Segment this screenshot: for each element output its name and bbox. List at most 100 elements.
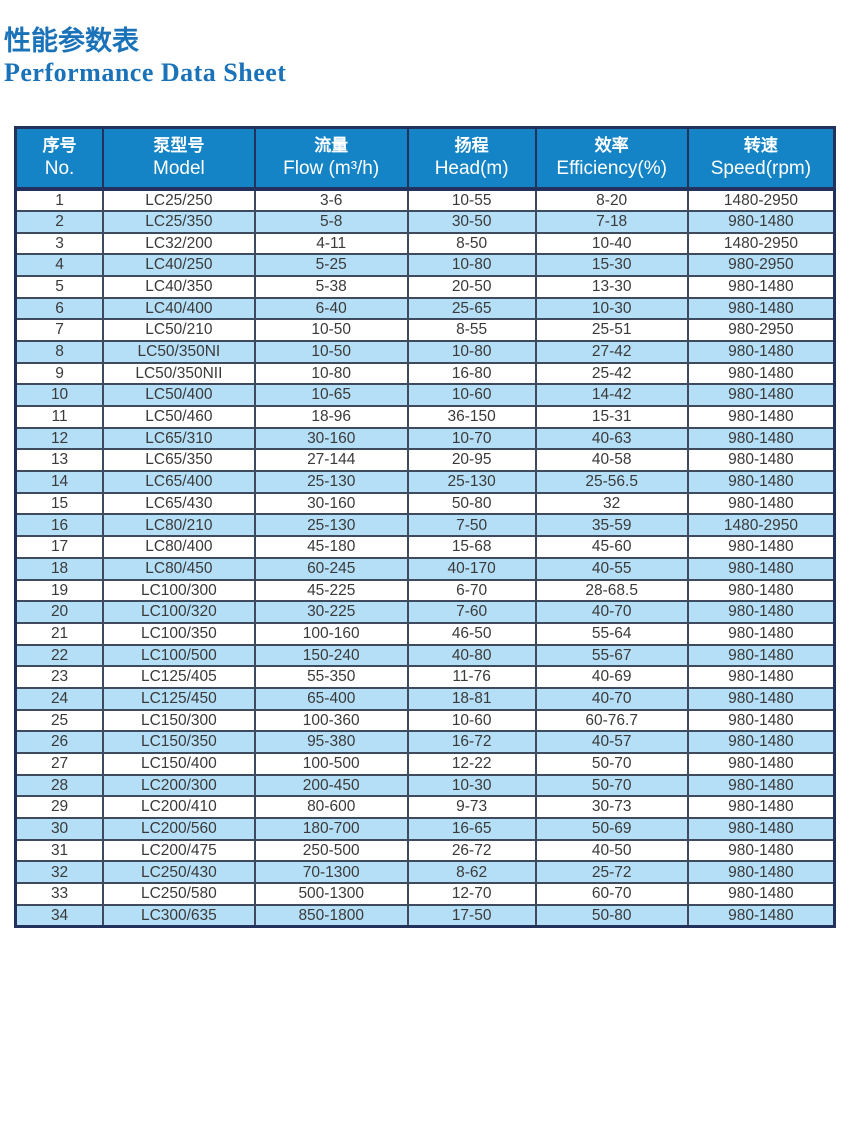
table-cell: LC200/560 — [102, 817, 256, 841]
performance-table: 序号 No. 泵型号 Model 流量 Flow (m³/h) 扬程 Head(m) 效率 Eff… — [14, 125, 836, 929]
table-cell: 30-160 — [253, 426, 409, 451]
table-cell: LC50/350NI — [102, 339, 256, 364]
table-cell: 980-1480 — [686, 903, 836, 928]
table-body: 1 LC25/250 3-6 10-55 8-20 1480-2950 2 LC25/350 5… — [14, 188, 836, 928]
table-cell: 10-65 — [253, 383, 409, 408]
table-cell: LC50/400 — [102, 383, 256, 408]
column-header-zh: 效率 — [594, 135, 629, 155]
table-cell: 25-51 — [534, 318, 689, 342]
table-cell: 980-1480 — [686, 470, 836, 494]
table-row: 19 LC100/300 45-225 6-70 28-68.5 980-1480 — [14, 578, 836, 603]
table-cell: 10-80 — [406, 253, 537, 277]
table-cell: 45-225 — [253, 578, 409, 603]
table-cell: 60-70 — [534, 882, 689, 906]
table-cell: 32 — [14, 860, 105, 885]
table-cell: 30 — [14, 817, 105, 841]
table-row: 27 LC150/400 100-500 12-22 50-70 980-1480 — [14, 752, 836, 776]
table-cell: 65-400 — [253, 686, 409, 711]
table-cell: 20-95 — [406, 448, 537, 473]
table-cell: 40-58 — [534, 448, 689, 473]
table-cell: 10-60 — [406, 383, 537, 408]
table-cell: 60-245 — [253, 556, 409, 581]
table-cell: LC40/250 — [102, 253, 256, 277]
table-cell: 9-73 — [406, 795, 537, 820]
table-cell: 8-62 — [406, 860, 537, 885]
table-cell: 19 — [14, 578, 105, 603]
table-cell: 980-1480 — [686, 361, 836, 386]
table-row: 11 LC50/460 18-96 36-150 15-31 980-1480 — [14, 405, 836, 429]
table-cell: 6-40 — [253, 296, 409, 321]
table-cell: 50-80 — [534, 903, 689, 928]
table-cell: LC65/310 — [102, 426, 256, 451]
table-cell: 15-68 — [406, 535, 537, 559]
table-cell: 850-1800 — [253, 903, 409, 928]
table-row: 4 LC40/250 5-25 10-80 15-30 980-2950 — [14, 253, 836, 277]
table-cell: 30-160 — [253, 491, 409, 516]
table-cell: LC65/400 — [102, 470, 256, 494]
table-cell: 980-1480 — [686, 274, 836, 299]
column-header-zh: 扬程 — [454, 135, 489, 155]
table-cell: 17-50 — [406, 903, 537, 928]
table-cell: LC125/405 — [102, 665, 256, 689]
table-row: 34 LC300/635 850-1800 17-50 50-80 980-1480 — [14, 903, 836, 928]
table-cell: LC50/350NII — [102, 361, 256, 386]
table-cell: 10-30 — [406, 773, 537, 798]
table-cell: 10-50 — [253, 339, 409, 364]
table-cell: 13 — [14, 448, 105, 473]
table-cell: 980-1480 — [686, 860, 836, 885]
table-cell: 10-30 — [534, 296, 689, 321]
table-cell: 1480-2950 — [686, 513, 836, 538]
page: 性能参数表 Performance Data Sheet 序号 No. 泵型号 Mod… — [4, 26, 836, 929]
table-cell: LC40/400 — [102, 296, 256, 321]
table-cell: 7 — [14, 318, 105, 342]
table-cell: 27-42 — [534, 339, 689, 364]
table-cell: 15 — [14, 491, 105, 516]
table-cell: 180-700 — [253, 817, 409, 841]
table-cell: 25-65 — [406, 296, 537, 321]
table-cell: 3-6 — [253, 188, 409, 212]
table-cell: 25-130 — [253, 513, 409, 538]
table-cell: 10-60 — [406, 708, 537, 733]
table-cell: 980-1480 — [686, 339, 836, 364]
column-header-head: 扬程 Head(m) — [406, 125, 537, 192]
table-cell: 1 — [14, 188, 105, 212]
column-header-en: Speed(rpm) — [710, 158, 812, 180]
table-cell: 980-1480 — [686, 600, 836, 624]
table-row: 8 LC50/350NI 10-50 10-80 27-42 980-1480 — [14, 339, 836, 364]
table-cell: 10-55 — [406, 188, 537, 212]
table-row: 31 LC200/475 250-500 26-72 40-50 980-1480 — [14, 838, 836, 863]
table-cell: 25 — [14, 708, 105, 733]
column-header-zh: 序号 — [42, 135, 77, 155]
table-cell: 50-69 — [534, 817, 689, 841]
table-cell: 10-80 — [406, 339, 537, 364]
table-cell: 17 — [14, 535, 105, 559]
table-cell: 980-1480 — [686, 578, 836, 603]
table-cell: 1480-2950 — [686, 188, 836, 212]
table-cell: 40-80 — [406, 643, 537, 668]
table-cell: 10-70 — [406, 426, 537, 451]
table-cell: LC250/430 — [102, 860, 256, 885]
table-cell: 7-18 — [534, 209, 689, 234]
table-cell: 35-59 — [534, 513, 689, 538]
table-row: 20 LC100/320 30-225 7-60 40-70 980-1480 — [14, 600, 836, 624]
table-cell: 23 — [14, 665, 105, 689]
table-cell: 16-80 — [406, 361, 537, 386]
table-cell: 3 — [14, 231, 105, 256]
table-cell: 12-22 — [406, 752, 537, 776]
table-cell: LC250/580 — [102, 882, 256, 906]
table-cell: 11 — [14, 405, 105, 429]
table-cell: 40-57 — [534, 730, 689, 755]
table-cell: 8-55 — [406, 318, 537, 342]
table-cell: LC50/460 — [102, 405, 256, 429]
table-cell: 5-25 — [253, 253, 409, 277]
table-row: 23 LC125/405 55-350 11-76 40-69 980-1480 — [14, 665, 836, 689]
table-row: 10 LC50/400 10-65 10-60 14-42 980-1480 — [14, 383, 836, 408]
table-row: 32 LC250/430 70-1300 8-62 25-72 980-1480 — [14, 860, 836, 885]
table-cell: 980-1480 — [686, 296, 836, 321]
table-cell: 5 — [14, 274, 105, 299]
table-cell: 12-70 — [406, 882, 537, 906]
table-cell: 30-50 — [406, 209, 537, 234]
table-cell: 34 — [14, 903, 105, 928]
table-cell: 25-72 — [534, 860, 689, 885]
table-cell: 14-42 — [534, 383, 689, 408]
